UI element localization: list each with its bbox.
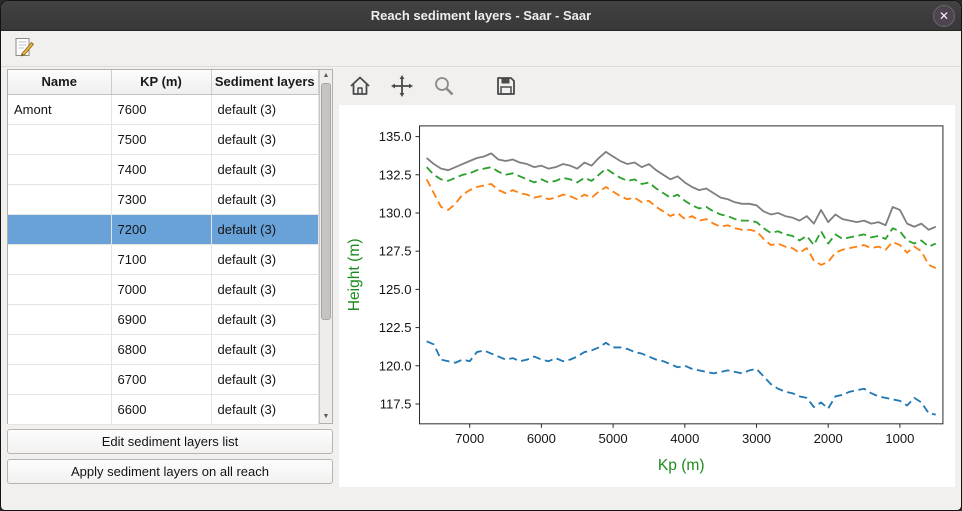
scrollbar-track[interactable] [320, 82, 332, 411]
cell-name[interactable] [8, 184, 112, 215]
edit-sediment-layers-toolbar-button[interactable] [9, 35, 39, 63]
scroll-down-icon[interactable]: ▼ [322, 413, 330, 420]
save-icon [494, 74, 518, 101]
svg-text:125.0: 125.0 [379, 282, 412, 297]
table-scrollbar[interactable]: ▲ ▼ [319, 70, 332, 423]
svg-text:127.5: 127.5 [379, 244, 412, 259]
sediment-table-body: Amont 7600 default (3) 7500 default (3) 7400 d… [8, 94, 319, 425]
svg-text:4000: 4000 [670, 431, 699, 446]
sediment-table-panel: Name KP (m) Sediment layers Amont 7600 def… [7, 69, 333, 510]
cell-name[interactable] [8, 274, 112, 305]
table-row[interactable]: 7300 default (3) [8, 184, 319, 215]
header-sediment-layers[interactable]: Sediment layers [211, 70, 319, 95]
cell-sediment-layers[interactable]: default (3) [211, 364, 319, 395]
table-row[interactable]: 7200 default (3) [8, 214, 319, 245]
table-container: Name KP (m) Sediment layers Amont 7600 def… [7, 69, 333, 425]
edit-sediment-layers-list-button[interactable]: Edit sediment layers list [7, 429, 333, 454]
cell-kp[interactable]: 6900 [111, 304, 212, 335]
chart-figure[interactable]: 7000 6000 5000 4000 3000 2000 1000 117.5 120.0 12… [339, 105, 955, 487]
scrollbar-thumb[interactable] [321, 83, 331, 320]
svg-text:135.0: 135.0 [379, 129, 412, 144]
cell-sediment-layers[interactable]: default (3) [211, 394, 319, 425]
cell-kp[interactable]: 6700 [111, 364, 212, 395]
svg-text:130.0: 130.0 [379, 206, 412, 221]
magnifier-icon [432, 74, 456, 101]
cell-name[interactable] [8, 394, 112, 425]
svg-text:Height (m): Height (m) [346, 238, 363, 311]
profile-chart-panel: 7000 6000 5000 4000 3000 2000 1000 117.5 120.0 12… [339, 69, 955, 510]
cell-sediment-layers[interactable]: default (3) [211, 304, 319, 335]
save-figure-button[interactable] [491, 73, 521, 101]
window-title: Reach sediment layers - Saar - Saar [370, 8, 592, 23]
cell-kp[interactable]: 7400 [111, 154, 212, 185]
cell-kp[interactable]: 7500 [111, 124, 212, 155]
table-row[interactable]: 7500 default (3) [8, 124, 319, 155]
svg-text:117.5: 117.5 [380, 396, 412, 411]
table-row[interactable]: 7400 default (3) [8, 154, 319, 185]
svg-text:2000: 2000 [814, 431, 843, 446]
move-arrows-icon [390, 74, 414, 101]
table-row[interactable]: 6800 default (3) [8, 334, 319, 365]
edit-note-icon [13, 36, 35, 61]
cell-name[interactable]: Amont [8, 94, 112, 125]
titlebar[interactable]: Reach sediment layers - Saar - Saar ✕ [1, 1, 961, 31]
main-toolbar [1, 31, 961, 67]
cell-name[interactable] [8, 244, 112, 275]
cell-sediment-layers[interactable]: default (3) [211, 274, 319, 305]
home-icon [348, 74, 372, 101]
chart-toolbar [339, 69, 955, 105]
svg-text:3000: 3000 [742, 431, 771, 446]
svg-text:132.5: 132.5 [379, 167, 412, 182]
apply-sediment-layers-button[interactable]: Apply sediment layers on all reach [7, 459, 333, 484]
table-row[interactable]: 6700 default (3) [8, 364, 319, 395]
cell-kp[interactable]: 6600 [111, 394, 212, 425]
cell-sediment-layers[interactable]: default (3) [211, 244, 319, 275]
close-button[interactable]: ✕ [934, 6, 954, 26]
cell-kp[interactable]: 7000 [111, 274, 212, 305]
cell-name[interactable] [8, 124, 112, 155]
svg-text:Kp (m): Kp (m) [658, 457, 705, 474]
cell-name[interactable] [8, 364, 112, 395]
table-row[interactable]: 7000 default (3) [8, 274, 319, 305]
cell-kp[interactable]: 7600 [111, 94, 212, 125]
cell-sediment-layers[interactable]: default (3) [211, 184, 319, 215]
cell-name[interactable] [8, 334, 112, 365]
home-view-button[interactable] [345, 73, 375, 101]
cell-sediment-layers[interactable]: default (3) [211, 214, 319, 245]
cell-sediment-layers[interactable]: default (3) [211, 154, 319, 185]
header-kp[interactable]: KP (m) [111, 70, 212, 95]
sediment-layers-table: Name KP (m) Sediment layers Amont 7600 def… [8, 70, 319, 425]
content-area: Name KP (m) Sediment layers Amont 7600 def… [1, 67, 961, 510]
svg-text:1000: 1000 [885, 431, 914, 446]
cell-kp[interactable]: 7200 [111, 214, 212, 245]
cell-sediment-layers[interactable]: default (3) [211, 124, 319, 155]
table-row[interactable]: 6900 default (3) [8, 304, 319, 335]
cell-kp[interactable]: 7100 [111, 244, 212, 275]
cell-name[interactable] [8, 214, 112, 245]
header-name[interactable]: Name [8, 70, 112, 95]
cell-kp[interactable]: 7300 [111, 184, 212, 215]
chart-svg: 7000 6000 5000 4000 3000 2000 1000 117.5 120.0 12… [346, 125, 944, 474]
table-header-row: Name KP (m) Sediment layers [8, 70, 319, 95]
scroll-up-icon[interactable]: ▲ [322, 72, 330, 79]
svg-text:7000: 7000 [455, 431, 484, 446]
cell-sediment-layers[interactable]: default (3) [211, 334, 319, 365]
cell-kp[interactable]: 6800 [111, 334, 212, 365]
svg-text:120.0: 120.0 [379, 358, 412, 373]
svg-text:122.5: 122.5 [379, 320, 412, 335]
table-row[interactable]: 6600 default (3) [8, 394, 319, 425]
cell-sediment-layers[interactable]: default (3) [211, 94, 319, 125]
table-row[interactable]: 7100 default (3) [8, 244, 319, 275]
pan-button[interactable] [387, 73, 417, 101]
zoom-button[interactable] [429, 73, 459, 101]
svg-text:6000: 6000 [527, 431, 556, 446]
cell-name[interactable] [8, 154, 112, 185]
close-icon: ✕ [938, 9, 950, 23]
table-row[interactable]: Amont 7600 default (3) [8, 94, 319, 125]
cell-name[interactable] [8, 304, 112, 335]
svg-text:5000: 5000 [599, 431, 628, 446]
